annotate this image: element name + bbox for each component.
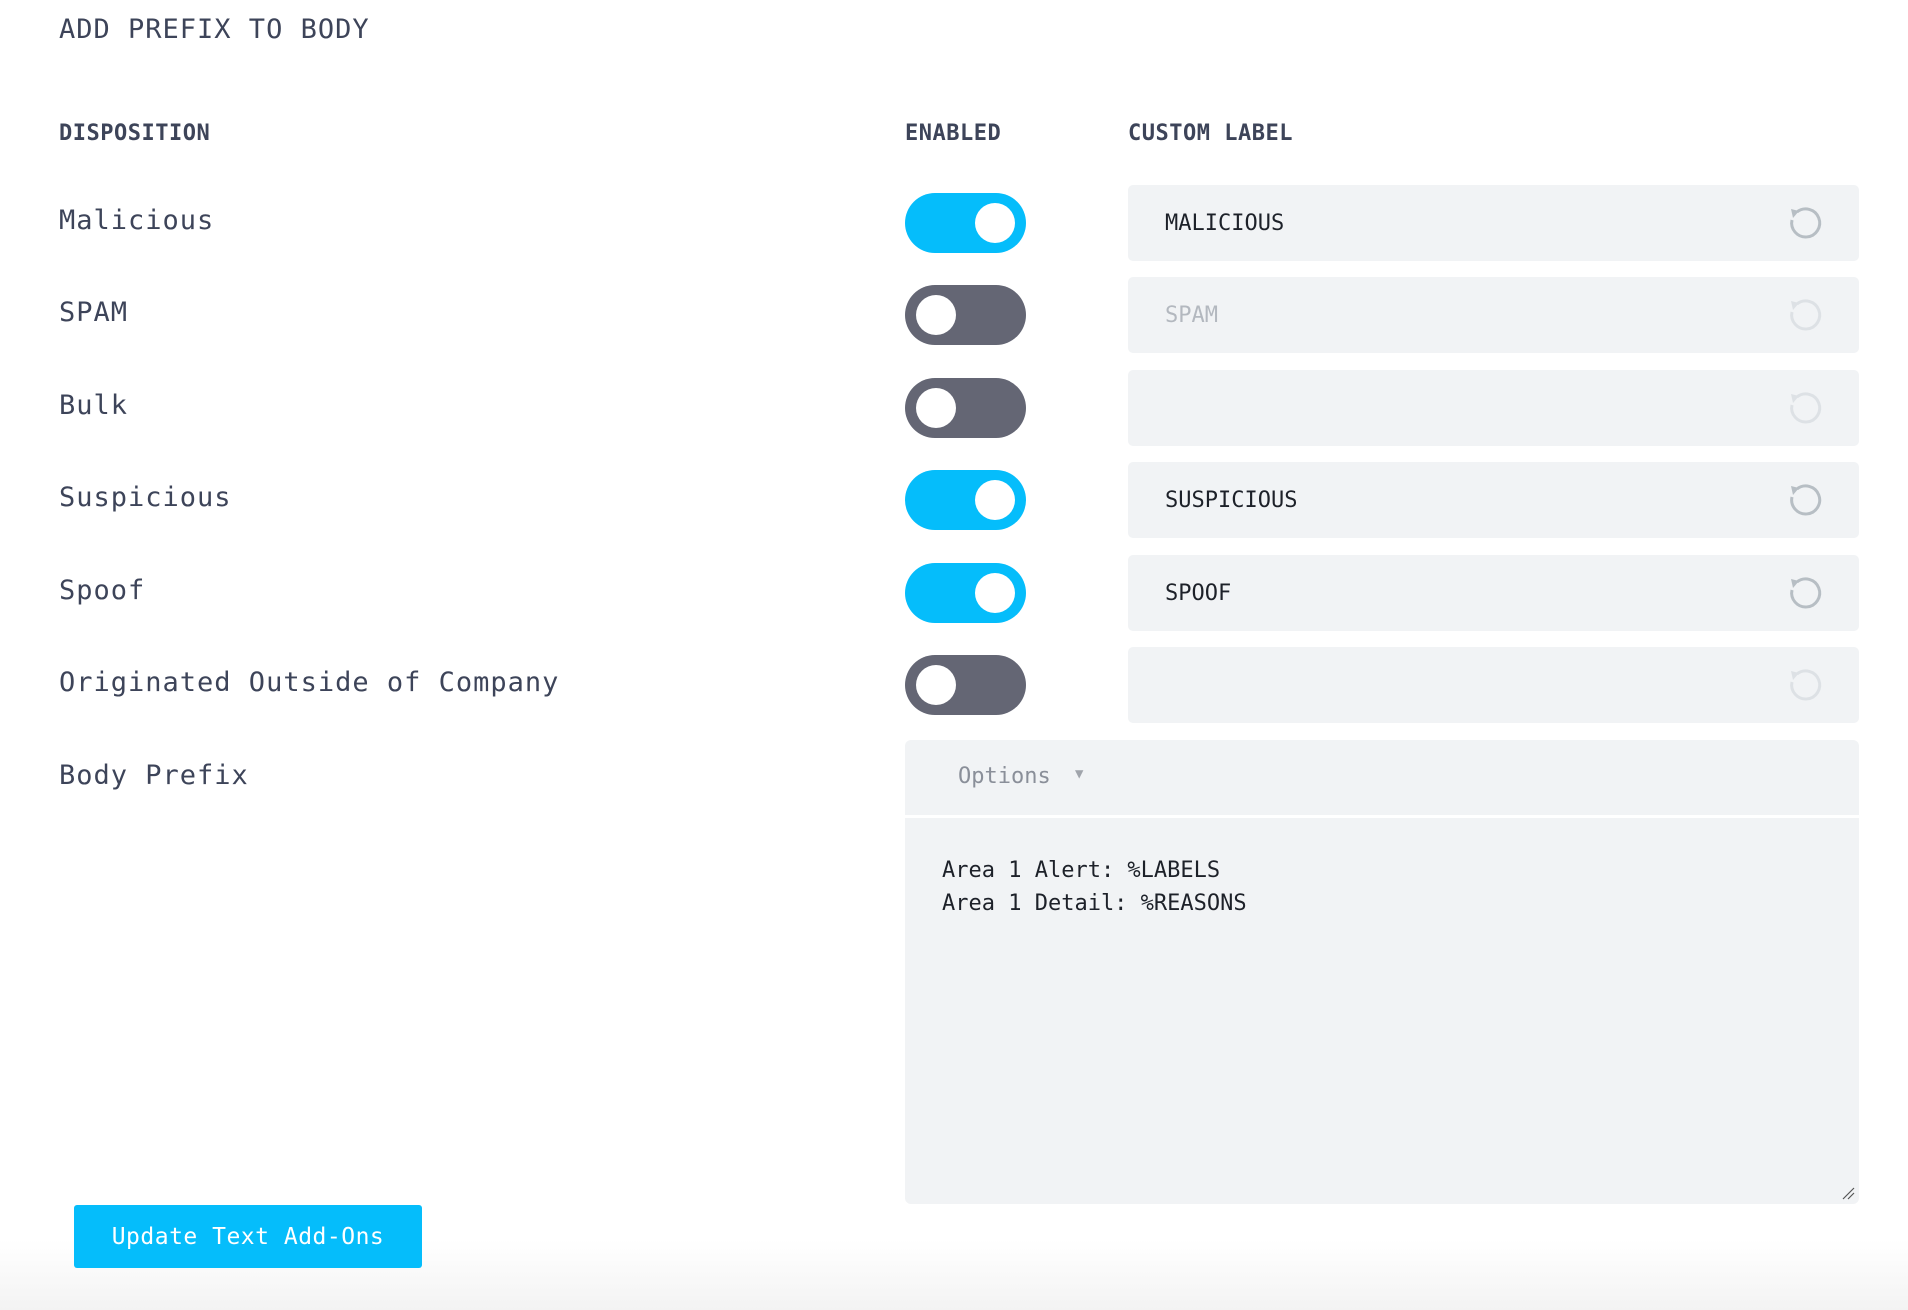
options-dropdown[interactable]: Options ▼ bbox=[905, 740, 1859, 815]
enabled-toggle[interactable] bbox=[905, 377, 1026, 438]
toggle-knob bbox=[975, 480, 1015, 521]
custom-label-input[interactable]: MALICIOUS bbox=[1128, 185, 1859, 261]
custom-label-input[interactable]: SPOOF bbox=[1128, 554, 1859, 631]
enabled-toggle[interactable] bbox=[905, 470, 1026, 531]
custom-label-value: SPAM bbox=[1165, 303, 1218, 329]
reset-icon[interactable] bbox=[1785, 388, 1825, 428]
disposition-label: Bulk bbox=[59, 389, 129, 421]
disposition-label: Suspicious bbox=[59, 482, 232, 514]
enabled-toggle[interactable] bbox=[905, 655, 1026, 715]
reset-icon[interactable] bbox=[1785, 295, 1825, 335]
disposition-label: Originated Outside of Company bbox=[59, 667, 560, 698]
custom-label-value: MALICIOUS bbox=[1165, 211, 1285, 236]
custom-label-input[interactable]: SUSPICIOUS bbox=[1128, 462, 1859, 539]
header-custom-label: CUSTOM LABEL bbox=[1128, 121, 1293, 146]
textarea-line: Area 1 Detail: %REASONS bbox=[942, 891, 1247, 916]
reset-icon[interactable] bbox=[1785, 203, 1825, 243]
enabled-toggle[interactable] bbox=[905, 285, 1026, 346]
toggle-knob bbox=[916, 295, 956, 336]
textarea-line: Area 1 Alert: %LABELS bbox=[942, 858, 1221, 883]
toggle-knob bbox=[916, 665, 956, 705]
reset-icon[interactable] bbox=[1785, 573, 1825, 613]
disposition-label: Malicious bbox=[59, 205, 215, 236]
resize-handle-icon[interactable] bbox=[1841, 1186, 1855, 1200]
toggle-knob bbox=[975, 572, 1015, 613]
enabled-toggle[interactable] bbox=[905, 193, 1026, 253]
custom-label-value: SPOOF bbox=[1165, 580, 1232, 606]
body-prefix-textarea[interactable]: Area 1 Alert: %LABELS Area 1 Detail: %RE… bbox=[905, 818, 1859, 1204]
toggle-knob bbox=[975, 203, 1015, 243]
custom-label-input[interactable] bbox=[1128, 369, 1859, 446]
disposition-label: Spoof bbox=[59, 574, 146, 606]
update-text-addons-button[interactable]: Update Text Add-Ons bbox=[74, 1205, 422, 1268]
body-prefix-label: Body Prefix bbox=[59, 760, 249, 791]
reset-icon[interactable] bbox=[1785, 665, 1825, 705]
options-label: Options bbox=[958, 764, 1051, 789]
enabled-toggle[interactable] bbox=[905, 562, 1026, 623]
header-disposition: DISPOSITION bbox=[59, 121, 211, 146]
disposition-label: SPAM bbox=[59, 297, 129, 329]
custom-label-input[interactable]: SPAM bbox=[1128, 277, 1859, 354]
header-enabled: ENABLED bbox=[905, 121, 1002, 146]
caret-down-icon: ▼ bbox=[1075, 766, 1084, 782]
toggle-knob bbox=[916, 387, 956, 428]
custom-label-value: SUSPICIOUS bbox=[1165, 488, 1298, 514]
custom-label-input[interactable] bbox=[1128, 647, 1859, 723]
section-title: ADD PREFIX TO BODY bbox=[59, 14, 370, 45]
reset-icon[interactable] bbox=[1785, 480, 1825, 520]
